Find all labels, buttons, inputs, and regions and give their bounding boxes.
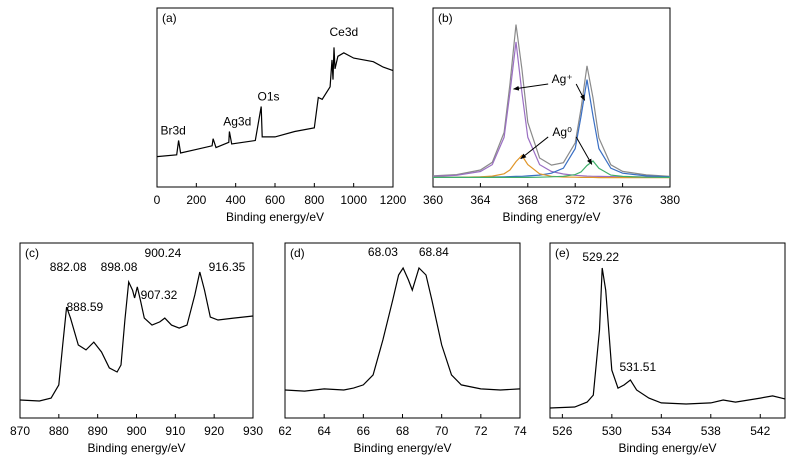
x-tick-label: 530 [602, 424, 622, 438]
annotation-arrow [575, 83, 586, 101]
peak-annotation: Br3d [160, 124, 185, 138]
peak-annotation: 882.08 [50, 260, 87, 274]
x-tick-label: 880 [49, 424, 69, 438]
panel-label: (b) [438, 11, 453, 25]
spectrum-line [19, 271, 254, 402]
panel-label: (a) [162, 11, 177, 25]
peak-annotation: Ag⁺ [552, 72, 573, 86]
peak-annotation: 529.22 [582, 250, 619, 264]
x-tick-label: 62 [278, 424, 292, 438]
peak-annotation: 888.59 [67, 300, 104, 314]
panel-label: (e) [555, 246, 570, 260]
x-tick-label: 364 [470, 193, 490, 207]
spectrum-line [549, 267, 786, 409]
spectrum-line [284, 266, 521, 392]
x-tick-label: 400 [226, 193, 246, 207]
x-tick-label: 0 [154, 193, 161, 207]
x-tick-label: 920 [204, 424, 224, 438]
peak-annotation: 531.51 [619, 360, 656, 374]
x-axis-label: Binding energy/eV [502, 210, 600, 224]
spectrum-line [433, 160, 671, 178]
peak-annotation: 898.08 [101, 260, 138, 274]
x-tick-label: 538 [701, 424, 721, 438]
spectrum-line [432, 41, 671, 178]
x-tick-label: 380 [660, 193, 680, 207]
x-tick-label: 200 [186, 193, 206, 207]
spectrum-line [432, 24, 671, 177]
x-tick-label: 1200 [380, 193, 407, 207]
x-tick-label: 900 [126, 424, 146, 438]
x-tick-label: 64 [317, 424, 331, 438]
peak-annotation: Ag3d [223, 115, 251, 129]
spectrum-line [156, 47, 394, 158]
x-tick-label: 66 [357, 424, 371, 438]
x-tick-label: 68 [396, 424, 410, 438]
x-tick-label: 1000 [340, 193, 367, 207]
x-tick-label: 70 [435, 424, 449, 438]
x-tick-label: 910 [165, 424, 185, 438]
x-tick-label: 360 [423, 193, 443, 207]
x-tick-label: 890 [88, 424, 108, 438]
x-tick-label: 930 [243, 424, 263, 438]
x-tick-label: 534 [651, 424, 671, 438]
x-axis-label: Binding energy/eV [618, 441, 716, 455]
x-axis-label: Binding energy/eV [226, 210, 324, 224]
annotation-arrow [520, 136, 549, 160]
peak-annotation: Ag⁰ [552, 125, 572, 139]
x-tick-label: 74 [513, 424, 527, 438]
peak-annotation: 907.32 [141, 288, 178, 302]
x-tick-label: 870 [10, 424, 30, 438]
peak-annotation: 900.24 [145, 246, 182, 260]
plot-frame [432, 7, 671, 188]
peak-annotation: 68.84 [419, 245, 449, 259]
x-tick-label: 600 [265, 193, 285, 207]
x-tick-label: 526 [552, 424, 572, 438]
annotation-arrow [512, 83, 549, 91]
plot-frame [549, 242, 786, 419]
x-tick-label: 368 [518, 193, 538, 207]
peak-annotation: Ce3d [329, 25, 358, 39]
x-tick-label: 542 [750, 424, 770, 438]
x-axis-label: Binding energy/eV [87, 441, 185, 455]
x-tick-label: 800 [304, 193, 324, 207]
x-tick-label: 376 [613, 193, 633, 207]
x-axis-label: Binding energy/eV [353, 441, 451, 455]
panel-label: (d) [290, 246, 305, 260]
peak-annotation: O1s [258, 90, 280, 104]
x-tick-label: 372 [565, 193, 585, 207]
annotation-arrow [575, 136, 593, 165]
panel-label: (c) [25, 246, 39, 260]
peak-annotation: 68.03 [368, 245, 398, 259]
peak-annotation: 916.35 [209, 260, 246, 274]
x-tick-label: 72 [474, 424, 488, 438]
